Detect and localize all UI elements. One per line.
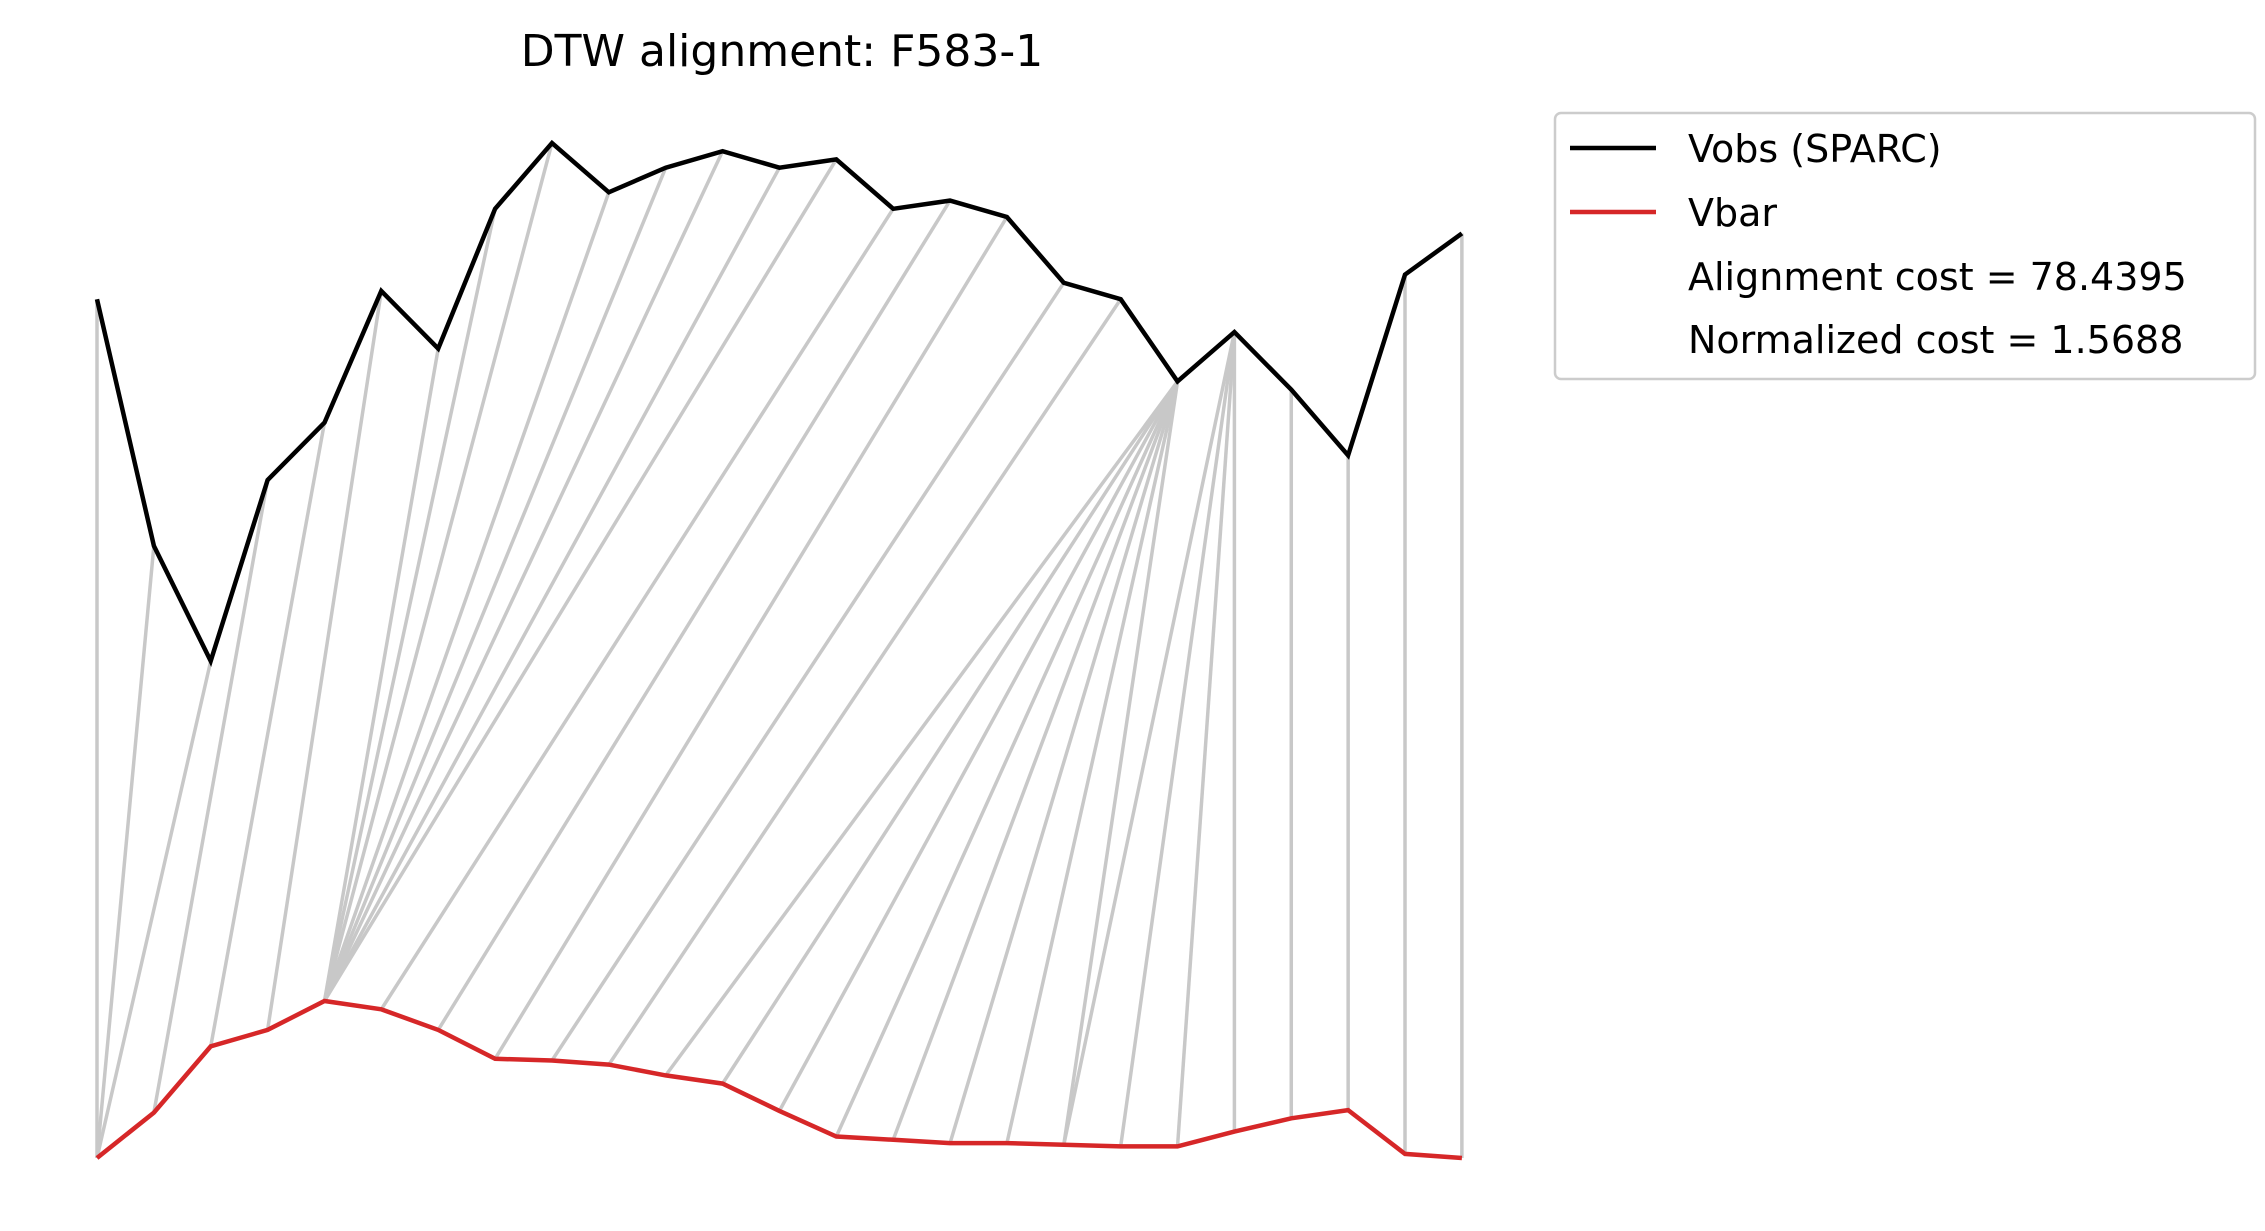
alignment-line	[834, 380, 1180, 1138]
alignment-line	[322, 167, 668, 1002]
alignment-line	[1062, 331, 1237, 1146]
legend: Vobs (SPARC) Vbar Alignment cost = 78.43…	[1553, 111, 2257, 381]
alignment-line	[1005, 381, 1180, 1144]
alignment-line	[664, 380, 1179, 1077]
series-line-vbar	[95, 998, 1463, 1161]
alignment-line	[777, 380, 1180, 1112]
alignment-line	[550, 281, 1066, 1062]
alignment-line	[322, 166, 781, 1002]
alignment-line	[721, 380, 1179, 1085]
alignment-line	[322, 191, 611, 1002]
alignment-line	[152, 479, 270, 1113]
series-lines	[94, 139, 1464, 1161]
alignment-line	[265, 290, 384, 1031]
alignment-line	[95, 660, 213, 1159]
alignment-line	[379, 207, 895, 1011]
alignment-line	[209, 422, 327, 1047]
legend-label-vobs: Vobs (SPARC)	[1688, 127, 1942, 171]
legend-label-vbar: Vbar	[1688, 191, 1777, 235]
alignment-line	[95, 545, 156, 1159]
alignment-line	[1118, 331, 1237, 1147]
alignment-line	[436, 199, 952, 1031]
alignment-line	[1062, 381, 1180, 1146]
alignment-line	[322, 142, 554, 1002]
chart-title: DTW alignment: F583-1	[521, 26, 1044, 77]
legend-frame	[1553, 111, 2257, 381]
alignment-line	[948, 380, 1180, 1144]
alignment-line	[493, 216, 1009, 1060]
legend-normalized-cost: Normalized cost = 1.5688	[1688, 318, 2183, 362]
alignment-line	[322, 158, 838, 1002]
series-line-vobs	[94, 139, 1464, 668]
legend-alignment-cost: Alignment cost = 78.4395	[1688, 255, 2187, 299]
alignment-line	[322, 150, 725, 1002]
alignment-line	[607, 298, 1123, 1066]
alignment-line	[322, 208, 497, 1002]
alignment-line	[322, 348, 440, 1002]
alignment-lines	[95, 142, 1464, 1159]
alignment-line	[891, 380, 1180, 1141]
alignment-line	[1175, 331, 1237, 1147]
